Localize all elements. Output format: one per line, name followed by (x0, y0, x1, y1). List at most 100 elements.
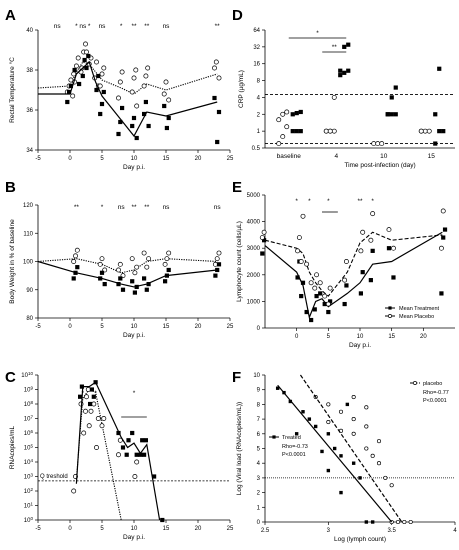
data-point-filled (299, 293, 304, 299)
data-point-open (284, 124, 290, 130)
data-point-filled (309, 317, 314, 323)
data-point-open (418, 128, 424, 134)
panel-b: B -5 0 5 10 15 20 25 80 90 100 110 120 Day p.i. Body W… (5, 179, 234, 339)
x-tick-label: 15 (163, 324, 170, 330)
y-tick-label: 1 (257, 505, 261, 511)
panel-c: C -5 0 5 10 15 20 25 Day p.i. RNAcopies/mL 100 101 1… (5, 369, 234, 541)
y-tick-label: 4000 (247, 220, 261, 226)
data-point-open (317, 280, 323, 286)
data-point-open (280, 134, 286, 140)
y-tick-label-power: 105 (24, 444, 34, 452)
x-tick-label: -5 (35, 324, 41, 330)
significance-label: * (94, 390, 97, 397)
data-point-open (117, 79, 123, 85)
x-tick-label: 10 (131, 156, 138, 162)
data-point-open (364, 446, 369, 451)
data-point-open (84, 49, 89, 55)
data-point-open (97, 83, 103, 89)
data-point-filled (442, 227, 448, 232)
x-tick-label: 10 (131, 324, 138, 330)
y-axis-label: RNAcopies/mL (9, 425, 16, 469)
significance-label: ns (163, 204, 171, 211)
data-point-open (161, 91, 167, 97)
stat-label: P<0.0001 (423, 398, 447, 404)
data-point-filled (86, 53, 91, 59)
data-point-open (166, 250, 172, 256)
data-point-open (99, 256, 105, 262)
data-point-filled (322, 301, 327, 307)
data-point-open (386, 227, 392, 233)
data-point-filled (441, 129, 446, 134)
data-point-filled (262, 238, 267, 243)
data-point-open (117, 261, 123, 267)
x-tick-label: 0 (68, 526, 72, 532)
y-axis-label: CRP (µg/mL) (238, 70, 245, 108)
data-point-open (86, 423, 92, 429)
stat-label: Rho=-0.73 (282, 444, 308, 450)
data-point-open (71, 259, 77, 264)
y-tick-label: 3000 (247, 246, 261, 252)
data-point-open (364, 405, 369, 410)
data-point-open (284, 109, 290, 115)
data-point-filled (116, 131, 121, 137)
data-point-open (376, 461, 382, 466)
x-tick-label: 20 (420, 334, 427, 340)
data-point-open (141, 83, 147, 89)
series-mean-line (75, 388, 122, 521)
data-point-open (440, 208, 446, 214)
data-point-filled (318, 291, 323, 296)
data-point-open (323, 128, 329, 134)
data-point-filled (339, 454, 343, 458)
data-point-filled (298, 109, 303, 115)
data-point-open (371, 141, 377, 147)
data-point-filled (351, 461, 356, 465)
data-point-open (132, 474, 138, 479)
data-point-open (134, 103, 140, 109)
data-point-filled (131, 115, 137, 121)
y-tick-label: 8 (257, 402, 261, 408)
data-point-filled (441, 235, 446, 240)
data-point-filled (130, 123, 135, 129)
y-tick-label-power: 107 (24, 415, 34, 423)
data-point-open (351, 417, 356, 422)
data-point-open (129, 256, 135, 262)
significance-label: * (75, 23, 78, 30)
data-point-open (74, 247, 80, 253)
x-category-label: baseline (277, 153, 302, 160)
data-point-open (132, 270, 138, 276)
y-tick-label: 4 (257, 95, 261, 101)
data-point-filled (96, 73, 101, 79)
significance-label: ** (74, 204, 80, 211)
data-point-filled (433, 141, 438, 146)
x-tick-label: 20 (195, 324, 202, 330)
data-point-open (327, 285, 333, 291)
panel-letter: F (232, 369, 241, 386)
data-point-open (131, 75, 137, 81)
data-point-open (68, 77, 74, 83)
data-point-filled (385, 112, 390, 117)
y-tick-label: 1 (257, 129, 261, 135)
data-point-filled (439, 291, 444, 296)
stat-label: P<0.0001 (282, 452, 306, 458)
data-point-open (325, 301, 331, 307)
y-tick-label: 10 (253, 373, 260, 379)
data-point-filled (152, 474, 157, 479)
data-point-filled (360, 270, 365, 275)
data-point-filled (142, 452, 147, 457)
x-tick-label: 25 (227, 324, 234, 330)
data-point-open (383, 475, 388, 480)
data-point-open (134, 264, 140, 270)
data-point-open (338, 409, 344, 414)
data-point-filled (75, 265, 80, 270)
data-point-filled (164, 273, 169, 278)
x-tick-label: 0 (295, 334, 299, 340)
x-axis-label: Log (lymph count) (334, 536, 386, 543)
data-point-open (143, 73, 149, 79)
significance-label: ns (54, 23, 62, 30)
stat-label: Rho=-0.77 (423, 390, 449, 396)
data-point-open (331, 128, 337, 134)
data-point-filled (312, 307, 317, 312)
significance-label: ** (144, 23, 150, 30)
x-axis-label: Time post-infection (day) (344, 162, 415, 169)
legend-label: Mean Treatment (399, 306, 440, 312)
